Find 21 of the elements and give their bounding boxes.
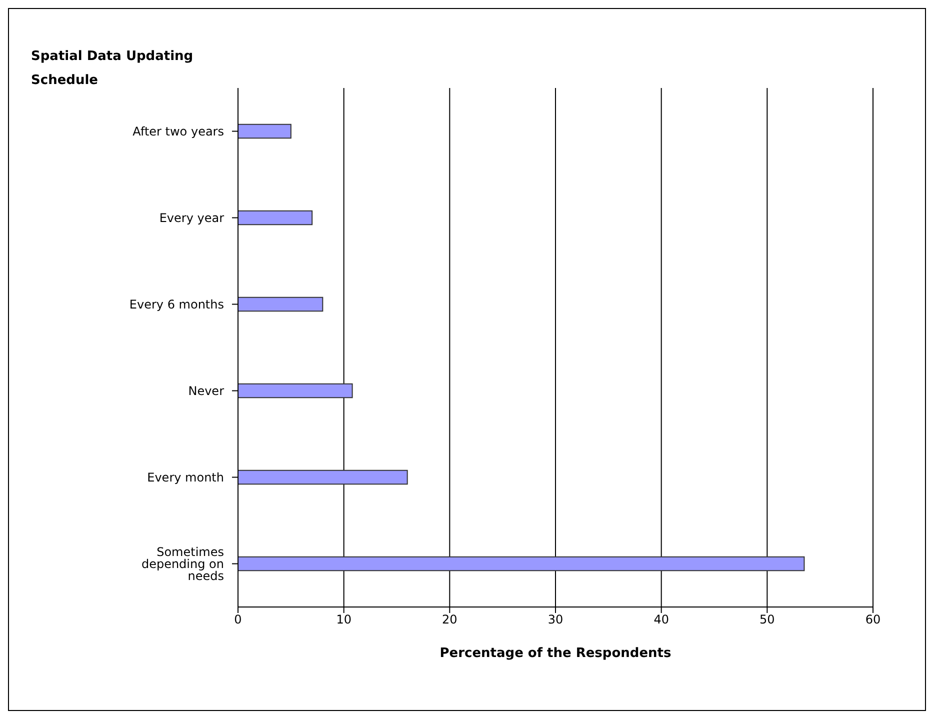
bar	[238, 470, 408, 485]
x-tick-label: 20	[442, 612, 458, 627]
x-tick-label: 60	[865, 612, 881, 627]
y-tick-label: Every 6 months	[129, 298, 224, 312]
y-tick-label: Never	[188, 384, 224, 398]
y-tick-label: Every month	[147, 470, 224, 485]
x-tick-label: 0	[234, 612, 242, 627]
x-tick-label: 10	[336, 612, 352, 627]
y-tick-label: After two years	[132, 124, 224, 139]
bar	[238, 556, 805, 572]
x-axis-title: Percentage of the Respondents	[438, 646, 672, 661]
x-tick-label: 30	[548, 612, 564, 627]
text: Spatial Data Updating Schedule	[31, 48, 194, 90]
bar	[238, 124, 292, 139]
x-tick-label: 50	[760, 612, 775, 627]
bar	[238, 210, 313, 226]
bar	[238, 383, 353, 398]
x-tick-label: 40	[654, 612, 669, 627]
y-tick-label: Sometimes depending on needs	[141, 545, 224, 584]
bar	[238, 296, 324, 312]
y-tick-label: Every year	[159, 211, 224, 226]
